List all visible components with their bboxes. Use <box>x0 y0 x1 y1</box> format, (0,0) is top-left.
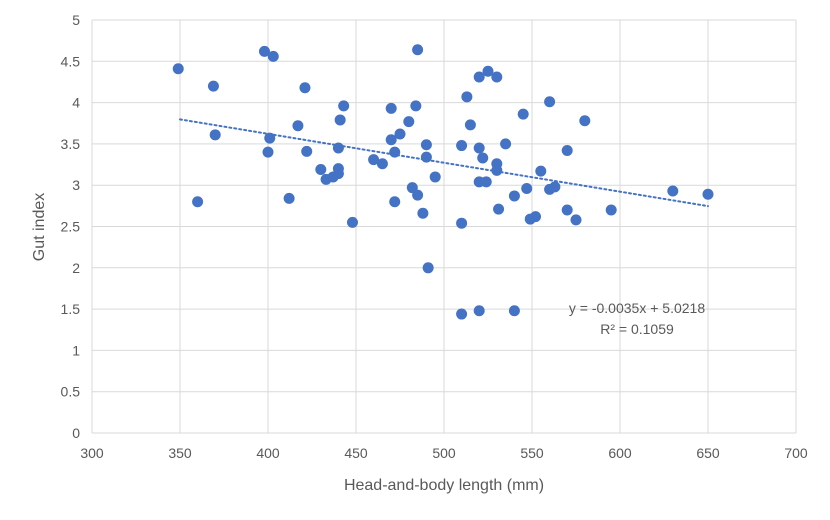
data-point <box>429 171 441 183</box>
data-point <box>394 128 406 140</box>
data-point <box>456 308 468 320</box>
data-point <box>207 80 219 92</box>
data-point <box>332 142 344 154</box>
x-tick-label: 700 <box>784 445 808 461</box>
data-point <box>491 164 503 176</box>
x-tick-label: 400 <box>256 445 280 461</box>
data-point <box>561 204 573 216</box>
data-point <box>412 189 424 201</box>
y-tick-label: 1 <box>72 342 80 358</box>
x-tick-label: 550 <box>520 445 544 461</box>
x-axis-title: Head-and-body length (mm) <box>344 477 544 494</box>
data-point <box>456 217 468 229</box>
data-point <box>530 211 542 223</box>
data-point <box>579 115 591 127</box>
x-tick-label: 500 <box>432 445 456 461</box>
data-point <box>258 45 270 57</box>
data-point <box>172 63 184 75</box>
trendline-r-squared: R² = 0.1059 <box>600 321 674 337</box>
data-point <box>368 154 380 166</box>
data-point <box>422 262 434 274</box>
y-axis-title: Gut index <box>31 193 48 261</box>
data-point <box>464 119 476 131</box>
y-tick-label: 4.5 <box>61 53 81 69</box>
data-point <box>456 140 468 152</box>
data-points <box>172 44 714 320</box>
data-point <box>338 100 350 112</box>
data-point <box>346 216 358 228</box>
data-point <box>376 158 388 170</box>
data-point <box>292 120 304 132</box>
data-point <box>420 139 432 151</box>
data-point <box>461 91 473 103</box>
x-tick-label: 350 <box>168 445 192 461</box>
data-point <box>264 132 276 144</box>
x-tick-label: 450 <box>344 445 368 461</box>
data-point <box>332 163 344 175</box>
data-point <box>521 183 533 195</box>
data-point <box>482 65 494 77</box>
data-point <box>508 305 520 317</box>
data-point <box>667 185 679 197</box>
y-tick-label: 3.5 <box>61 136 81 152</box>
data-point <box>334 114 346 126</box>
data-point <box>209 129 221 141</box>
data-point <box>493 203 505 215</box>
data-point <box>420 151 432 163</box>
y-tick-label: 2.5 <box>61 219 81 235</box>
data-point <box>477 152 489 164</box>
y-tick-label: 0.5 <box>61 384 81 400</box>
data-point <box>417 207 429 219</box>
data-point <box>605 204 617 216</box>
tick-labels: 0 0.5 1 1.5 2 2.5 3 3.5 4 4.5 5 300 350 400 450 500 550 6… <box>61 12 808 461</box>
data-point <box>262 146 274 158</box>
x-tick-label: 300 <box>80 445 104 461</box>
data-point <box>412 44 424 56</box>
data-point <box>561 145 573 157</box>
data-point <box>410 100 422 112</box>
data-point <box>491 71 503 83</box>
trendline-equation: y = -0.0035x + 5.0218 <box>569 300 705 316</box>
data-point <box>473 71 485 83</box>
data-point <box>473 305 485 317</box>
data-point <box>549 181 561 193</box>
data-point <box>403 116 415 128</box>
gridlines <box>91 19 797 434</box>
data-point <box>283 192 295 204</box>
data-point <box>500 138 512 150</box>
data-point <box>517 108 529 120</box>
data-point <box>315 164 327 176</box>
data-point <box>702 188 714 200</box>
data-point <box>544 96 556 108</box>
data-point <box>508 190 520 202</box>
y-tick-label: 4 <box>72 95 80 111</box>
x-tick-label: 600 <box>608 445 632 461</box>
data-point <box>389 196 401 208</box>
data-point <box>385 102 397 114</box>
data-point <box>570 214 582 226</box>
data-point <box>301 145 313 157</box>
y-tick-label: 5 <box>72 12 80 28</box>
data-point <box>192 196 204 208</box>
data-point <box>389 146 401 158</box>
y-tick-label: 1.5 <box>61 301 81 317</box>
data-point <box>385 134 397 146</box>
data-point <box>267 50 279 62</box>
data-point <box>299 82 311 94</box>
y-tick-label: 3 <box>72 177 80 193</box>
x-tick-label: 650 <box>696 445 720 461</box>
y-tick-label: 0 <box>72 425 80 441</box>
data-point <box>535 165 547 177</box>
data-point <box>480 176 492 188</box>
data-point <box>473 142 485 154</box>
y-tick-label: 2 <box>72 260 80 276</box>
